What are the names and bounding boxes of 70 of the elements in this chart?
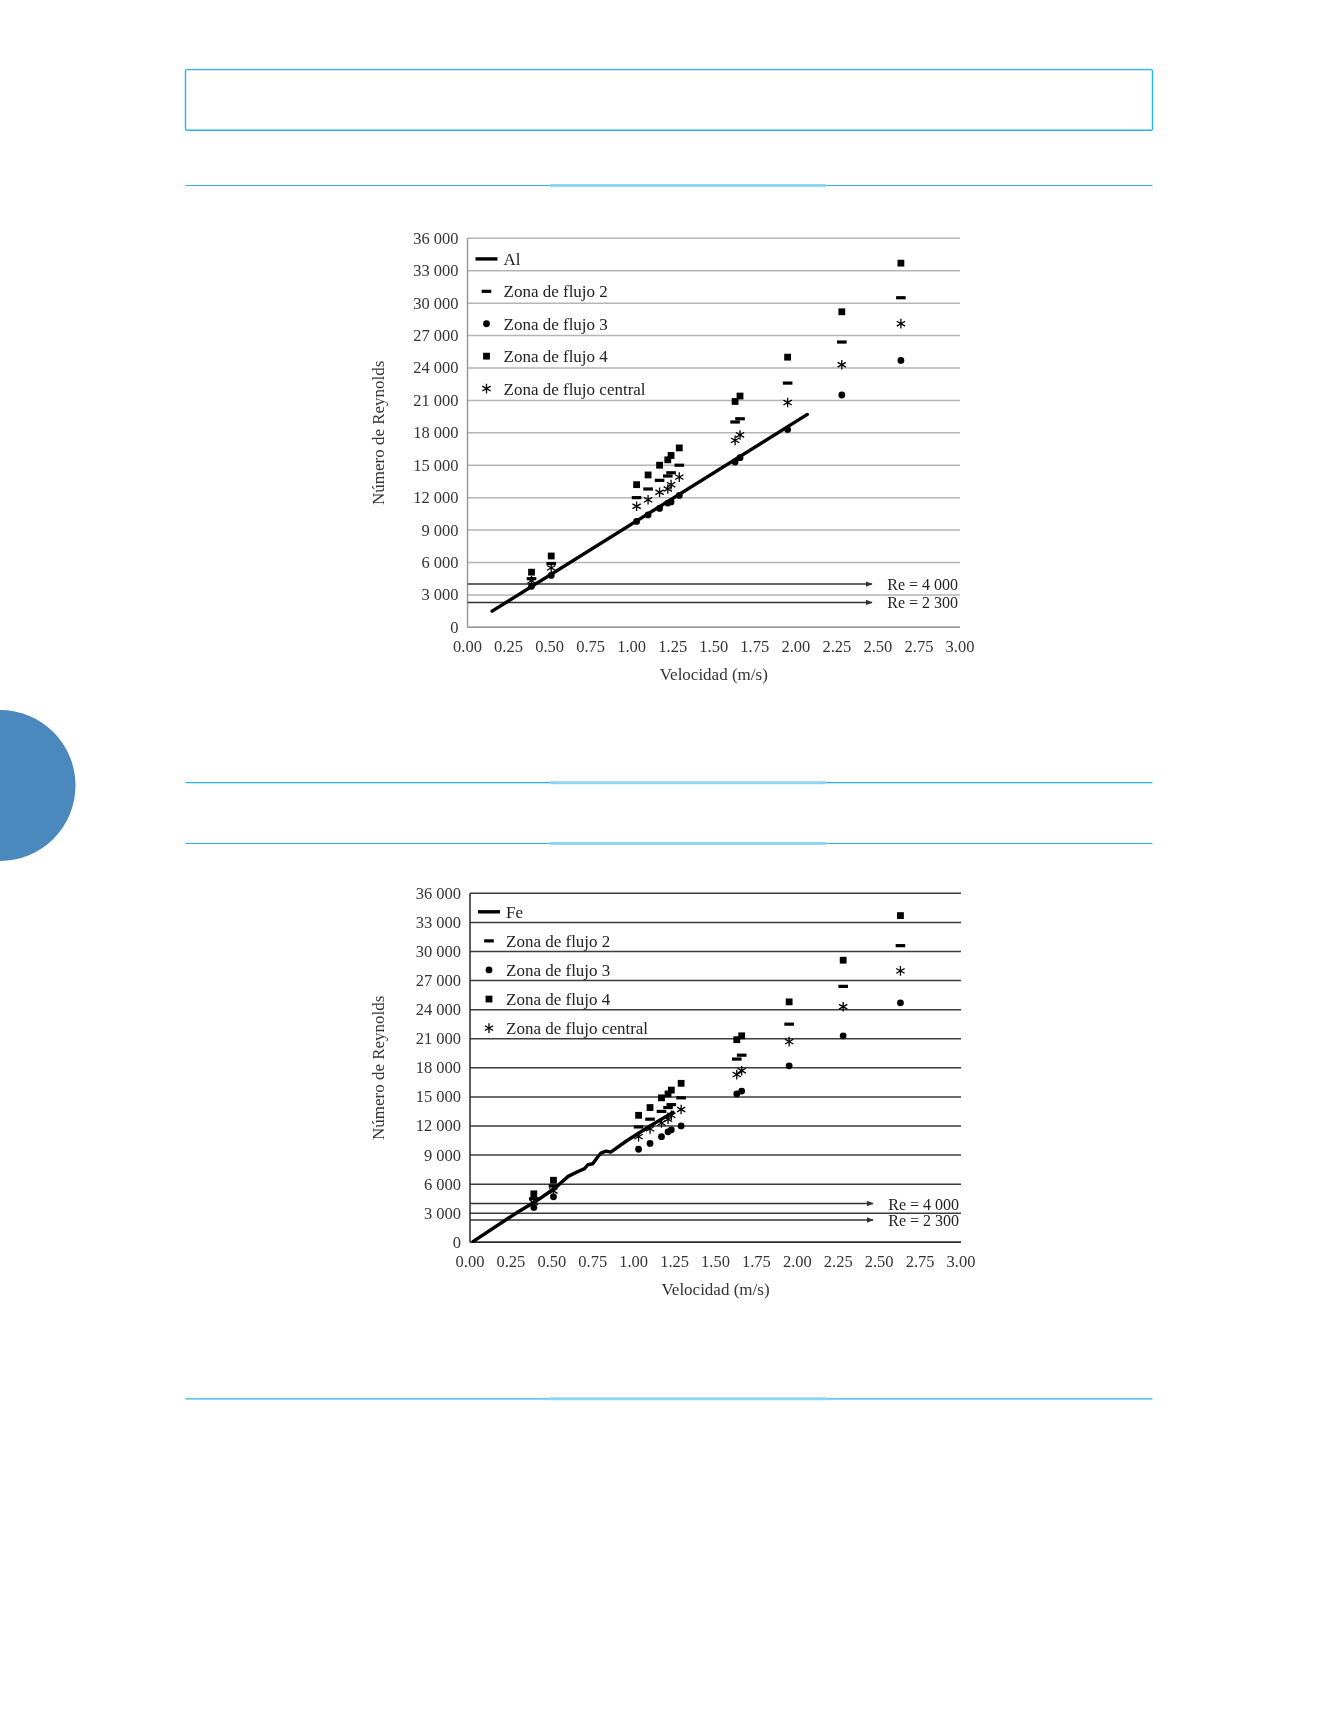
ref-line-label: Re = 4 000	[887, 575, 958, 593]
x-tick-label: 2.50	[864, 1251, 894, 1271]
x-tick-label: 0.75	[576, 636, 606, 656]
ref-line-label: Re = 2 300	[888, 1211, 959, 1229]
x-tick-label: 2.75	[904, 636, 934, 656]
x-tick-label: 0.50	[537, 1251, 567, 1271]
legend-label: Zona de flujo central	[503, 379, 646, 399]
y-tick-label: 6 000	[423, 1174, 461, 1194]
x-tick-label: 1.50	[701, 1251, 730, 1271]
x-tick-label: 2.25	[823, 1251, 853, 1271]
x-tick-label: 2.00	[781, 636, 811, 656]
legend-label: Zona de flujo 2	[503, 281, 608, 301]
y-tick-label: 21 000	[413, 390, 459, 410]
legend-label: Zona de flujo 4	[506, 989, 611, 1009]
legend-label: Fe	[506, 902, 523, 922]
x-tick-label: 1.25	[658, 636, 688, 656]
x-tick-label: 1.50	[699, 636, 729, 656]
y-tick-label: 33 000	[413, 261, 459, 281]
x-tick-label: 3.00	[945, 636, 975, 656]
y-tick-label: 18 000	[413, 423, 459, 443]
y-tick-label: 0	[450, 617, 459, 637]
y-tick-label: 18 000	[415, 1058, 461, 1078]
x-tick-label: 3.00	[946, 1251, 976, 1271]
x-tick-label: 0.00	[455, 1251, 485, 1271]
y-tick-label: 27 000	[413, 326, 459, 346]
x-tick-label: 2.75	[905, 1251, 935, 1271]
y-tick-label: 9 000	[423, 1145, 461, 1165]
ref-line-label: Re = 2 300	[887, 593, 958, 611]
y-axis-title: Número de Reynolds	[368, 360, 387, 506]
x-tick-label: 2.50	[863, 636, 893, 656]
y-tick-label: 12 000	[413, 488, 459, 508]
y-tick-label: 36 000	[415, 883, 461, 903]
x-tick-label: 1.75	[741, 1251, 771, 1271]
ref-line-label: Re = 4 000	[888, 1195, 959, 1213]
y-tick-label: 21 000	[415, 1029, 461, 1049]
y-tick-label: 0	[452, 1232, 461, 1252]
legend-label: Zona de flujo central	[506, 1018, 649, 1038]
y-tick-label: 36 000	[413, 228, 459, 248]
x-tick-label: 0.00	[453, 636, 482, 656]
legend-label: Al	[503, 249, 521, 269]
y-tick-label: 33 000	[415, 912, 461, 932]
y-tick-label: 30 000	[415, 941, 461, 961]
y-tick-label: 24 000	[415, 1000, 461, 1020]
x-tick-label: 0.25	[494, 636, 523, 656]
x-tick-label: 2.00	[782, 1251, 812, 1271]
x-axis-title: Velocidad (m/s)	[661, 1279, 770, 1299]
x-axis-title: Velocidad (m/s)	[659, 664, 768, 684]
y-tick-label: 9 000	[421, 520, 459, 540]
y-tick-label: 15 000	[415, 1087, 461, 1107]
y-tick-label: 3 000	[421, 585, 459, 605]
y-tick-label: 27 000	[415, 971, 461, 991]
y-tick-label: 3 000	[423, 1203, 461, 1223]
y-tick-label: 6 000	[421, 552, 459, 572]
y-tick-label: 12 000	[415, 1116, 461, 1136]
x-tick-label: 2.25	[822, 636, 852, 656]
y-axis-title: Número de Reynolds	[368, 995, 388, 1141]
legend-label: Zona de flujo 4	[503, 346, 609, 366]
x-tick-label: 1.00	[617, 636, 647, 656]
legend-label: Zona de flujo 3	[503, 314, 608, 334]
x-tick-label: 1.25	[660, 1251, 690, 1271]
x-tick-label: 0.75	[578, 1251, 608, 1271]
x-tick-label: 1.00	[619, 1251, 649, 1271]
y-tick-label: 30 000	[413, 293, 459, 313]
legend-label: Zona de flujo 3	[506, 960, 611, 980]
legend-label: Zona de flujo 2	[506, 931, 611, 951]
y-tick-label: 15 000	[413, 455, 459, 475]
y-tick-label: 24 000	[413, 358, 459, 378]
x-tick-label: 0.25	[496, 1251, 526, 1271]
x-tick-label: 0.50	[535, 636, 565, 656]
x-tick-label: 1.75	[740, 636, 770, 656]
